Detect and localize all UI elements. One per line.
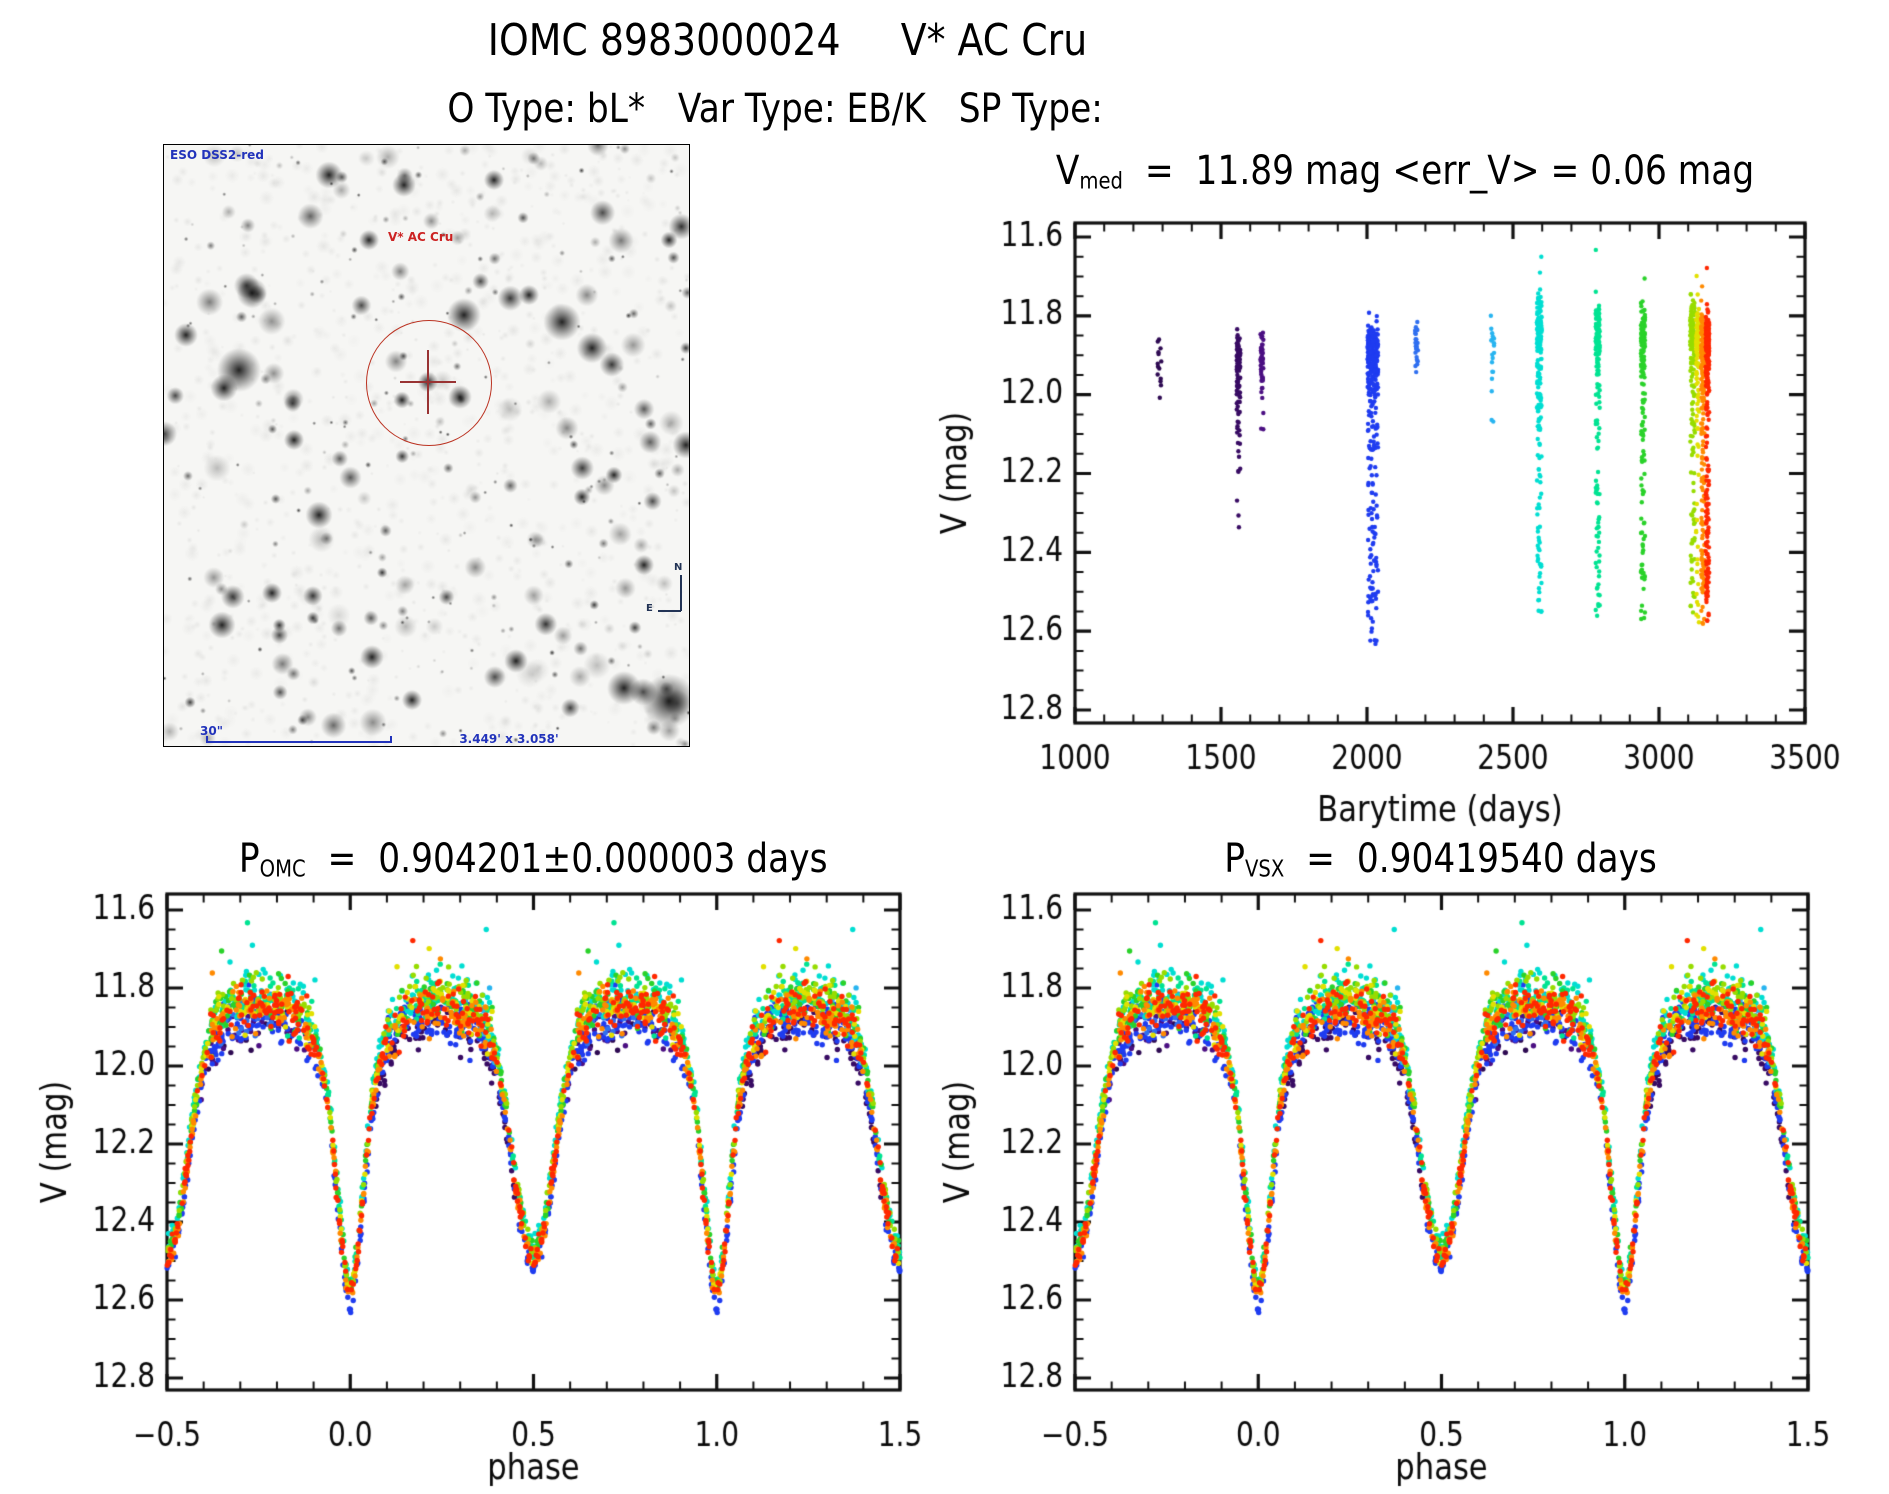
barytime-plot-title-text: Vmed = 11.89 mag <err_V> = 0.06 mag xyxy=(1055,148,1755,195)
barytime-plot-canvas xyxy=(790,195,1889,840)
page-subtitle-text: O Type: bL* Var Type: EB/K SP Type: xyxy=(447,86,1103,132)
target-crosshair-horizontal xyxy=(400,381,456,383)
phase-omc-plot-title: POMC = 0.904201±0.000003 days xyxy=(83,838,983,882)
phase-omc-plot-title-text: POMC = 0.904201±0.000003 days xyxy=(238,836,828,883)
phase-vsx-plot-canvas xyxy=(940,880,1889,1494)
target-circle xyxy=(366,320,492,446)
survey-label: ESO DSS2-red xyxy=(170,148,264,162)
finding-chart: ESO DSS2-red V* AC Cru 30" 3.449' x 3.05… xyxy=(163,144,690,747)
page-title: IOMC 8983000024 V* AC Cru xyxy=(0,15,1575,66)
compass-north-label: N xyxy=(674,562,683,573)
phase-omc-plot-canvas xyxy=(20,880,940,1494)
barytime-plot-title: Vmed = 11.89 mag <err_V> = 0.06 mag xyxy=(955,150,1855,194)
fov-label: 3.449' x 3.058' xyxy=(459,732,559,746)
phase-vsx-plot-title: PVSX = 0.90419540 days xyxy=(991,838,1889,882)
page-subtitle: O Type: bL* Var Type: EB/K SP Type: xyxy=(0,88,1550,130)
scale-bar xyxy=(206,736,392,743)
compass-north-arrow xyxy=(680,575,682,611)
target-name-label: V* AC Cru xyxy=(388,230,454,244)
compass-east-arrow xyxy=(658,610,681,612)
phase-vsx-plot-title-text: PVSX = 0.90419540 days xyxy=(1224,836,1658,883)
compass-east-label: E xyxy=(646,603,653,614)
page-title-text: IOMC 8983000024 V* AC Cru xyxy=(487,15,1088,66)
scale-bar-label: 30" xyxy=(200,724,223,738)
